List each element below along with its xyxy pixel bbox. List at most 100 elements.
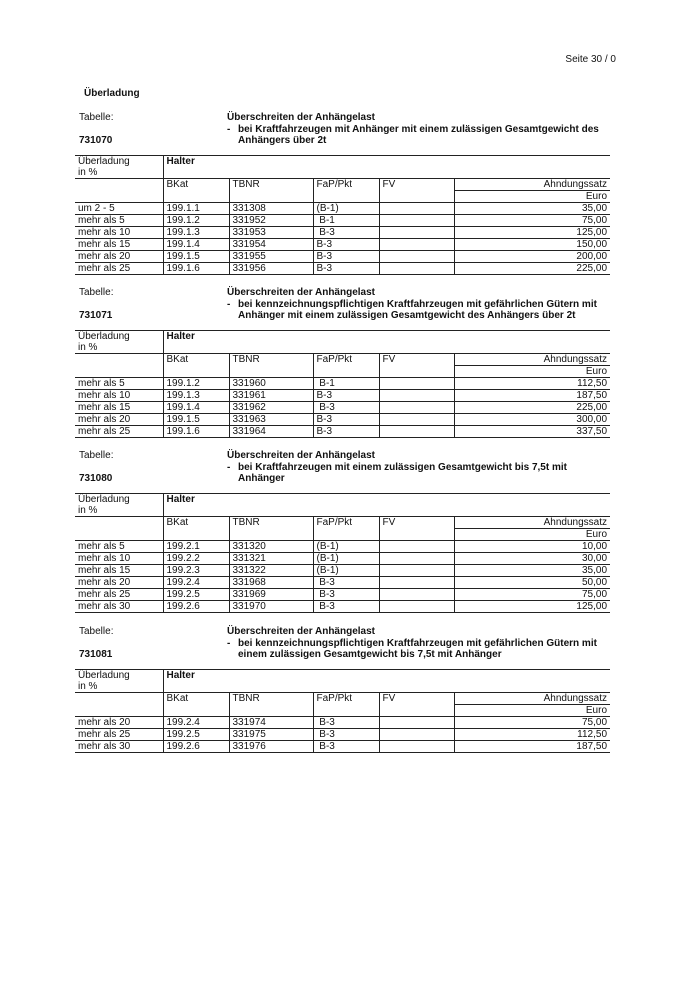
table-row: mehr als 20 199.2.4 331974 B-3 75,00	[75, 716, 611, 729]
cell-tbnr: 331308	[228, 202, 313, 215]
table-row: mehr als 25 199.2.5 331969 B-3 75,00	[75, 588, 611, 601]
cell-fap: B-3	[312, 389, 379, 402]
cell-fap: B-3	[312, 401, 379, 414]
cell-fv	[378, 226, 454, 239]
header-fv: FV	[378, 178, 454, 203]
cell-overload: mehr als 25	[75, 425, 163, 438]
table-row: mehr als 20 199.1.5 331963 B-3 300,00	[75, 413, 611, 426]
header-overload-label: Überladung	[78, 331, 130, 342]
header-empty	[75, 516, 163, 541]
table-row: mehr als 5 199.2.1 331320 (B-1) 10,00	[75, 540, 611, 553]
table-code: 731070	[79, 135, 113, 146]
cell-fap: (B-1)	[312, 540, 379, 553]
cell-fv	[378, 202, 454, 215]
table-title: Überschreiten der Anhängelast	[227, 112, 376, 123]
currency-row: Euro	[75, 190, 611, 203]
cell-fv	[378, 728, 454, 741]
header-tbnr: TBNR	[228, 353, 313, 378]
table-row: mehr als 15 199.1.4 331962 B-3 225,00	[75, 401, 611, 414]
cell-overload: mehr als 5	[75, 377, 163, 390]
header-overload-label: Überladung	[78, 670, 130, 681]
bullet-dash: -	[227, 298, 231, 310]
fine-table: Überladung in % Halter BKat TBNR FaP/Pkt FV Ahn…	[75, 155, 611, 275]
cell-rate: 337,50	[453, 425, 611, 438]
cell-rate: 30,00	[453, 552, 611, 565]
cell-fap: B-3	[312, 728, 379, 741]
cell-rate: 35,00	[453, 202, 611, 215]
section-heading: Überladung	[84, 88, 140, 99]
cell-fap: B-3	[312, 425, 379, 438]
header-fap: FaP/Pkt	[312, 692, 379, 717]
table-row: mehr als 15 199.1.4 331954 B-3 150,00	[75, 238, 611, 251]
header-row: Überladung in % Halter	[75, 669, 611, 693]
cell-fap: B-3	[312, 262, 379, 275]
cell-rate: 187,50	[453, 740, 611, 753]
table-row: mehr als 30 199.2.6 331976 B-3 187,50	[75, 740, 611, 753]
header-empty	[75, 353, 163, 378]
cell-tbnr: 331960	[228, 377, 313, 390]
cell-bkat: 199.1.5	[162, 413, 229, 426]
cell-tbnr: 331320	[228, 540, 313, 553]
header-bkat: BKat	[162, 516, 229, 541]
table-row: um 2 - 5 199.1.1 331308 (B-1) 35,00	[75, 202, 611, 215]
cell-tbnr: 331952	[228, 214, 313, 227]
cell-tbnr: 331954	[228, 238, 313, 251]
currency-row: Euro	[75, 704, 611, 717]
cell-bkat: 199.1.2	[162, 214, 229, 227]
header-overload-label: Überladung	[78, 156, 130, 167]
cell-fap: (B-1)	[312, 202, 379, 215]
header-group: Halter	[162, 330, 611, 354]
cell-tbnr: 331970	[228, 600, 313, 613]
header-rate: Ahndungssatz	[453, 516, 611, 529]
cell-overload: mehr als 30	[75, 740, 163, 753]
fine-table: Überladung in % Halter BKat TBNR FaP/Pkt FV Ahn…	[75, 669, 611, 753]
cell-tbnr: 331975	[228, 728, 313, 741]
cell-bkat: 199.2.6	[162, 600, 229, 613]
cell-rate: 125,00	[453, 600, 611, 613]
cell-fv	[378, 540, 454, 553]
subheader-row: BKat TBNR FaP/Pkt FV Ahndungssatz	[75, 516, 611, 541]
subheader-row: BKat TBNR FaP/Pkt FV Ahndungssatz	[75, 692, 611, 717]
header-row: Überladung in % Halter	[75, 493, 611, 517]
cell-rate: 75,00	[453, 588, 611, 601]
cell-tbnr: 331976	[228, 740, 313, 753]
header-empty	[75, 178, 163, 203]
cell-fv	[378, 250, 454, 263]
cell-overload: mehr als 15	[75, 238, 163, 251]
header-currency: Euro	[453, 365, 611, 378]
table-row: mehr als 10 199.1.3 331953 B-3 125,00	[75, 226, 611, 239]
table-row: mehr als 30 199.2.6 331970 B-3 125,00	[75, 600, 611, 613]
cell-rate: 125,00	[453, 226, 611, 239]
cell-fv	[378, 262, 454, 275]
header-group: Halter	[162, 493, 611, 517]
header-fv: FV	[378, 516, 454, 541]
cell-overload: mehr als 10	[75, 389, 163, 402]
header-overload: Überladung in %	[75, 493, 163, 517]
header-rate: Ahndungssatz	[453, 353, 611, 366]
table-title: Überschreiten der Anhängelast	[227, 626, 376, 637]
cell-fap: B-1	[312, 214, 379, 227]
header-group: Halter	[162, 669, 611, 693]
cell-fv	[378, 377, 454, 390]
table-subtitle: - bei kennzeichnungspflichtigen Kraftfahr…	[227, 299, 607, 322]
cell-fap: B-3	[312, 413, 379, 426]
table-row: mehr als 25 199.1.6 331956 B-3 225,00	[75, 262, 611, 275]
header-empty	[75, 692, 163, 717]
cell-fap: B-3	[312, 716, 379, 729]
cell-rate: 75,00	[453, 716, 611, 729]
header-fap: FaP/Pkt	[312, 516, 379, 541]
cell-fap: (B-1)	[312, 552, 379, 565]
table-subtitle: - bei Kraftfahrzeugen mit einem zulässige…	[227, 462, 607, 485]
cell-fv	[378, 564, 454, 577]
cell-bkat: 199.1.3	[162, 226, 229, 239]
cell-fv	[378, 600, 454, 613]
cell-bkat: 199.1.1	[162, 202, 229, 215]
cell-bkat: 199.2.1	[162, 540, 229, 553]
cell-bkat: 199.2.4	[162, 576, 229, 589]
header-row: Überladung in % Halter	[75, 330, 611, 354]
cell-rate: 225,00	[453, 262, 611, 275]
header-bkat: BKat	[162, 353, 229, 378]
cell-overload: mehr als 15	[75, 564, 163, 577]
cell-tbnr: 331956	[228, 262, 313, 275]
cell-rate: 300,00	[453, 413, 611, 426]
